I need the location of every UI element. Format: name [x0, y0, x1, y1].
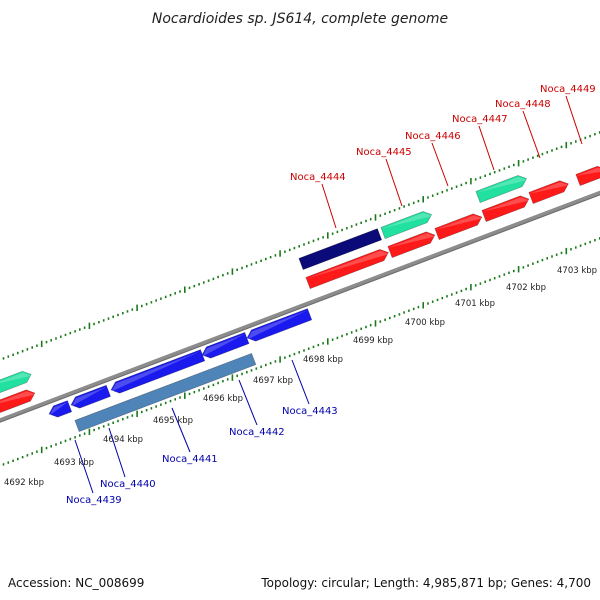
gene-label: Noca_4445: [356, 147, 412, 158]
gene-shape: [380, 211, 433, 239]
gene-arrow: [387, 231, 436, 258]
genome-backbone-shadow: [0, 194, 600, 423]
gene-arrow: [380, 211, 433, 239]
genome-summary-text: Topology: circular; Length: 4,985,871 bp…: [260, 576, 591, 590]
scale-label: 4700 kbp: [405, 318, 445, 328]
gene-highlight: [0, 391, 36, 406]
gene-shape: [387, 231, 436, 258]
gene-shape: [528, 180, 569, 204]
gene-label-leader: [108, 427, 126, 478]
scale-label: 4698 kbp: [303, 355, 343, 365]
gene-label-leader: [478, 125, 495, 171]
gene-arrow: [475, 175, 528, 203]
scale-label: 4697 kbp: [253, 376, 293, 386]
scale-label: 4692 kbp: [4, 478, 44, 488]
gene-label: Noca_4442: [229, 427, 285, 438]
gene-labels: Noca_4444 Noca_4445 Noca_4446 Noca_4447 Noca…: [66, 84, 596, 506]
gene-arrow: [481, 195, 530, 222]
scale-label: 4701 kbp: [455, 299, 495, 309]
gene-arrow: [0, 370, 32, 396]
gene-shape: [246, 308, 313, 342]
gene-label: Noca_4446: [405, 131, 461, 142]
gene-label: Noca_4449: [540, 84, 596, 95]
gene-label-leader: [291, 359, 310, 405]
gene-label-leader: [565, 95, 583, 145]
gene-shape: [48, 400, 73, 418]
genome-backbone: [0, 190, 600, 423]
map-title: Nocardioides sp. JS614, complete genome: [152, 11, 448, 27]
gene-label: Noca_4443: [282, 406, 338, 417]
gene-shape: [110, 349, 206, 394]
gene-label: Noca_4448: [495, 99, 551, 110]
gene-highlight: [0, 372, 32, 386]
gene-label: Noca_4440: [100, 479, 156, 490]
gene-arrow: [246, 308, 313, 342]
gene-label-leader: [171, 407, 191, 453]
gene-highlight: [381, 212, 433, 229]
gene-highlight: [388, 233, 436, 248]
gene-arrow: [201, 331, 250, 359]
gene-shape: [475, 175, 528, 203]
gene-shape: [575, 165, 600, 186]
gene-label-leader: [321, 183, 337, 229]
gene-highlight: [529, 182, 569, 194]
gene-shape: [74, 353, 257, 432]
gene-highlight: [482, 197, 530, 212]
gene-arrow: [0, 389, 36, 416]
gene-features: [0, 165, 600, 432]
gene-shape: [305, 249, 389, 289]
gene-label: Noca_4441: [162, 454, 218, 465]
lower-tick-track: [2, 237, 600, 466]
gene-arrow: [110, 349, 206, 394]
gene-shape: [434, 213, 483, 240]
gene-label-leader: [238, 379, 258, 426]
gene-arrow: [434, 213, 483, 240]
gene-label-leader: [385, 158, 403, 207]
gene-arrow: [48, 400, 73, 418]
scale-labels: 4692 kbp 4693 kbp 4694 kbp 4695 kbp 4696 kbp…: [4, 266, 597, 488]
gene-arrow: [575, 165, 600, 186]
gene-shape: [0, 389, 36, 416]
scale-label: 4695 kbp: [153, 416, 193, 426]
gene-label-leader: [431, 142, 449, 187]
gene-highlight: [476, 176, 528, 193]
scale-label: 4702 kbp: [506, 283, 546, 293]
gene-arrow: [70, 384, 111, 409]
gene-label-leader: [522, 110, 541, 159]
gene-shape: [201, 331, 250, 359]
gene-label: Noca_4444: [290, 172, 346, 183]
gene-shape: [70, 384, 111, 409]
scale-label: 4694 kbp: [103, 435, 143, 445]
scale-label: 4696 kbp: [203, 394, 243, 404]
gene-highlight: [576, 167, 600, 176]
gene-label-leader: [74, 439, 94, 494]
scale-label: 4703 kbp: [557, 266, 597, 276]
gene-arrow: [298, 228, 383, 270]
gene-shape: [298, 228, 383, 270]
upper-tick-track: [2, 131, 600, 360]
scale-label: 4693 kbp: [54, 458, 94, 468]
gene-arrow: [74, 353, 257, 432]
gene-highlight: [435, 215, 483, 230]
gene-label: Noca_4447: [452, 114, 508, 125]
accession-text: Accession: NC_008699: [8, 576, 144, 590]
gene-arrow: [528, 180, 569, 204]
scale-label: 4699 kbp: [353, 336, 393, 346]
gene-arrow: [305, 249, 389, 289]
gene-highlight: [306, 250, 389, 279]
gene-shape: [481, 195, 530, 222]
gene-label: Noca_4439: [66, 495, 122, 506]
gene-shape: [0, 370, 32, 396]
